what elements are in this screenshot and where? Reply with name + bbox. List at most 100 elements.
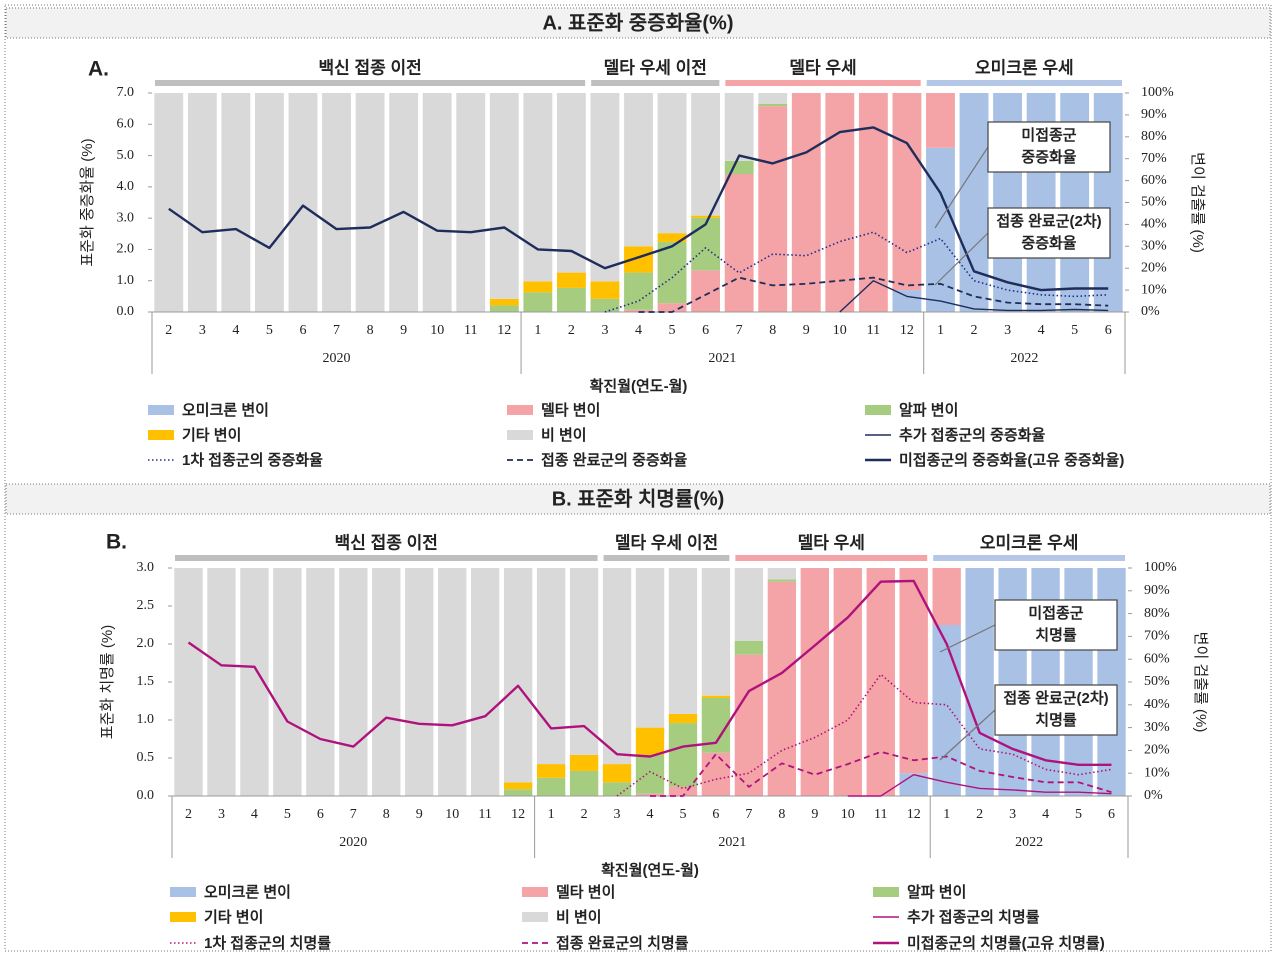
bar-segment xyxy=(825,93,855,312)
y2-tick-label: 80% xyxy=(1144,606,1170,621)
legend-swatch xyxy=(148,405,174,415)
y2-axis-title: 변이 검출률 (%) xyxy=(1192,632,1209,733)
bar-segment xyxy=(207,568,236,796)
annotation-leader xyxy=(939,624,996,653)
x-tick-label: 5 xyxy=(1071,323,1078,338)
legend-swatch xyxy=(873,887,899,897)
bar-segment xyxy=(489,93,519,299)
series-line xyxy=(638,276,1109,313)
legend-label: 비 변이 xyxy=(556,909,602,926)
x-tick-label: 5 xyxy=(679,807,686,822)
x-tick-label: 10 xyxy=(445,807,459,822)
bar-segment xyxy=(691,270,721,312)
legend-label: 추가 접종군의 중증화율 xyxy=(899,426,1046,444)
x-tick-label: 7 xyxy=(745,807,752,822)
annotation-text: 중증화율 xyxy=(1021,149,1076,166)
x-tick-label: 12 xyxy=(511,807,525,822)
bar-segment xyxy=(926,93,955,148)
legend-label: 기타 변이 xyxy=(204,909,263,926)
period-label: 델타 우세 xyxy=(798,532,865,552)
bar-segment xyxy=(372,568,401,796)
y-tick-label: 2.0 xyxy=(117,242,135,257)
x-tick-label: 1 xyxy=(548,807,555,822)
bar-segment xyxy=(668,786,698,796)
bar-segment xyxy=(932,625,961,796)
y2-tick-label: 40% xyxy=(1144,697,1170,712)
bar-segment xyxy=(758,106,788,312)
series-line xyxy=(187,579,1112,766)
annotation-box xyxy=(994,599,1118,651)
period-label: 델타 우세 이전 xyxy=(604,57,707,77)
x-tick-label: 5 xyxy=(669,323,676,338)
x-tick-label: 10 xyxy=(833,323,847,338)
x-tick-label: 4 xyxy=(1038,323,1045,338)
bar-segment xyxy=(536,777,566,796)
annotation-text: 치명률 xyxy=(1035,711,1077,729)
bar-segment xyxy=(767,581,797,796)
y-tick-label: 1.0 xyxy=(117,273,135,288)
x-tick-label: 11 xyxy=(874,807,887,822)
panel-label: B. xyxy=(106,531,127,554)
bar-segment xyxy=(489,305,519,312)
x-tick-label: 12 xyxy=(907,807,921,822)
period-label: 델타 우세 xyxy=(789,57,856,77)
bar-segment xyxy=(503,789,533,796)
period-bar xyxy=(603,555,730,561)
x-tick-label: 4 xyxy=(635,323,642,338)
period-bar xyxy=(926,80,1122,86)
x-tick-label: 4 xyxy=(251,807,258,822)
bar-segment xyxy=(536,568,566,765)
y2-tick-label: 10% xyxy=(1141,282,1167,297)
bar-segment xyxy=(758,93,788,104)
y2-tick-label: 40% xyxy=(1141,217,1167,232)
y2-tick-label: 20% xyxy=(1144,743,1170,758)
bar-segment xyxy=(489,298,519,306)
y-tick-label: 0.0 xyxy=(117,304,135,319)
bar-segment xyxy=(503,782,533,790)
y2-tick-label: 60% xyxy=(1141,173,1167,188)
y2-tick-label: 60% xyxy=(1144,651,1170,666)
bar-segment xyxy=(569,770,599,796)
bar-segment xyxy=(523,93,553,282)
bar-segment xyxy=(187,93,217,312)
section-header xyxy=(5,483,1271,515)
bar-segment xyxy=(635,793,665,796)
y-tick-label: 1.5 xyxy=(137,674,155,689)
legend-swatch xyxy=(522,887,548,897)
x-tick-label: 3 xyxy=(601,323,608,338)
bar-segment xyxy=(306,568,335,796)
bar-segment xyxy=(536,764,566,778)
annotation-text: 중증화율 xyxy=(1021,235,1076,252)
period-label: 백신 접종 이전 xyxy=(335,533,438,552)
bar-segment xyxy=(556,93,586,273)
legend-label: 알파 변이 xyxy=(907,884,966,901)
period-bar xyxy=(735,555,928,561)
series-line xyxy=(650,751,1112,797)
y-tick-label: 3.0 xyxy=(137,560,155,575)
year-label: 2022 xyxy=(1015,835,1043,850)
x-tick-label: 2 xyxy=(165,323,172,338)
x-tick-label: 9 xyxy=(416,807,423,822)
year-label: 2021 xyxy=(708,351,736,366)
bar-segment xyxy=(932,568,961,625)
legend-label: 미접종군의 중증화율(고유 중증화율) xyxy=(899,451,1124,469)
bar-segment xyxy=(668,713,698,724)
legend-label: 델타 변이 xyxy=(541,401,600,419)
x-tick-label: 7 xyxy=(350,807,357,822)
annotation-text: 치명률 xyxy=(1035,626,1077,644)
bar-segment xyxy=(569,754,599,771)
x-tick-label: 3 xyxy=(1004,323,1011,338)
bar-segment xyxy=(255,93,284,312)
bar-segment xyxy=(405,568,434,796)
bar-segment xyxy=(668,568,698,714)
bar-segment xyxy=(389,93,419,312)
bar-segment xyxy=(833,568,862,796)
annotation-box xyxy=(994,684,1118,736)
bar-segment xyxy=(273,568,302,796)
bar-segment xyxy=(602,568,632,765)
x-tick-label: 8 xyxy=(769,323,776,338)
x-tick-label: 12 xyxy=(497,323,511,338)
annotation-leader xyxy=(934,232,989,286)
bar-segment xyxy=(734,568,764,641)
bar-segment xyxy=(556,287,586,312)
